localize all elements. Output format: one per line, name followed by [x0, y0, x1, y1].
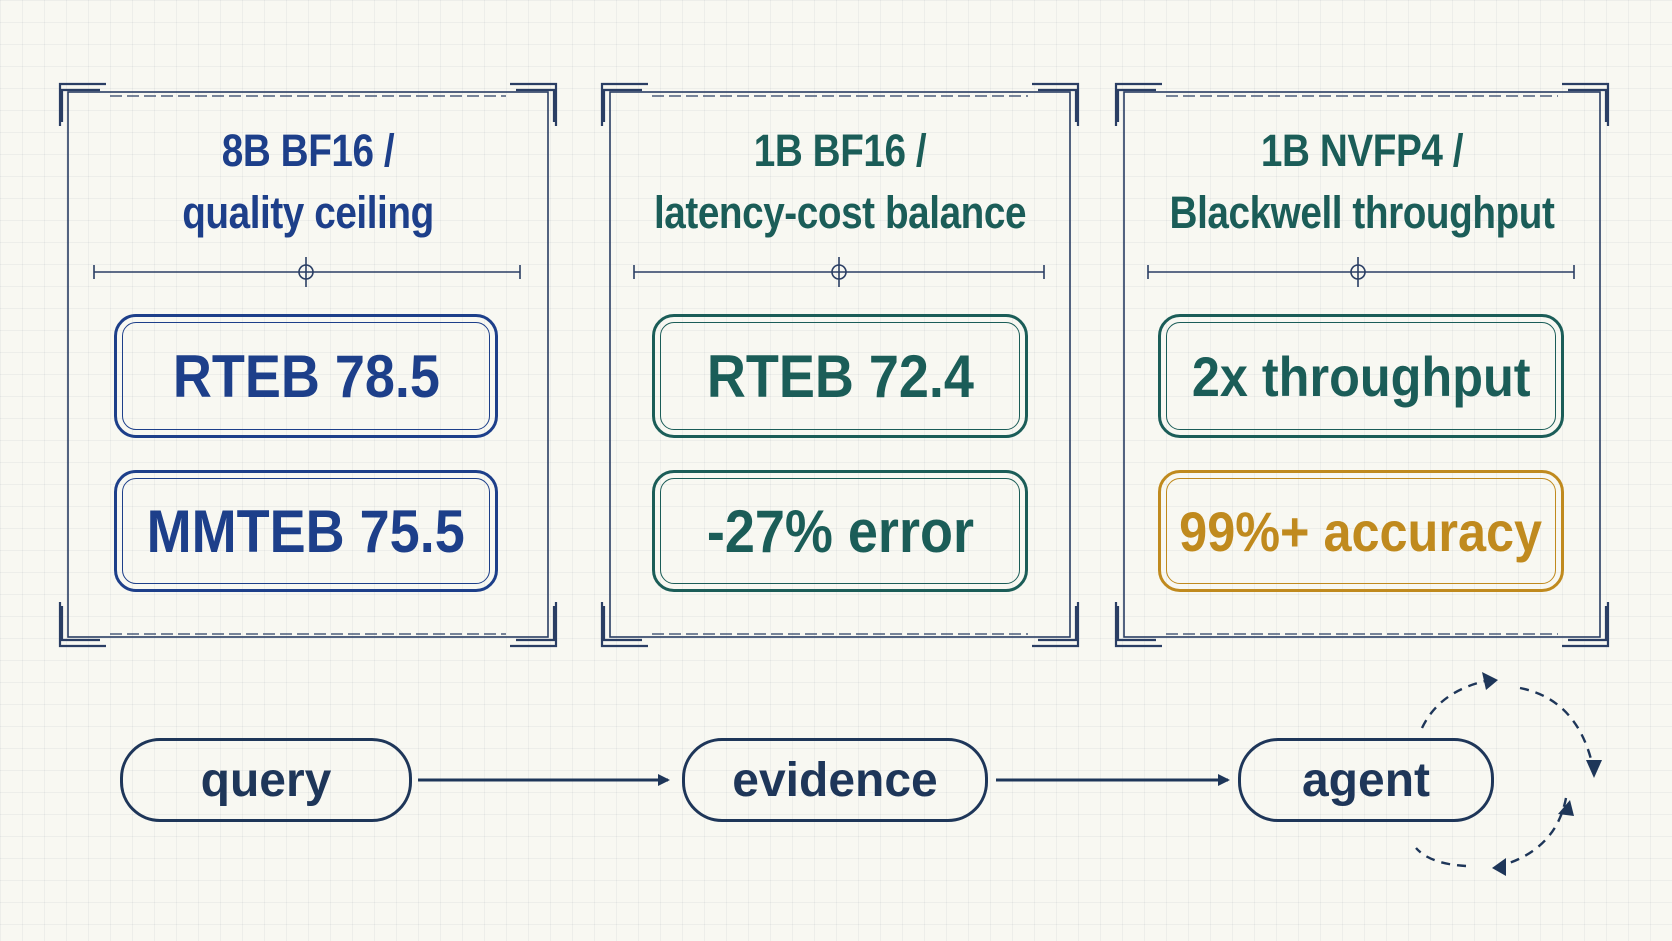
metric-box-error-1b: -27% error — [652, 470, 1028, 592]
cycle-arrowheads — [1482, 672, 1602, 876]
divider-crosshair-2 — [633, 257, 1045, 287]
metric-value: MMTEB 75.5 — [146, 497, 466, 565]
card-3-title-line1: 1B NVFP4 / — [1260, 125, 1464, 176]
card-1-title-line2: quality ceiling — [182, 187, 434, 238]
metric-value: RTEB 78.5 — [172, 342, 440, 410]
card-2-title: 1B BF16 / latency-cost balance — [642, 120, 1038, 244]
flow-node-label: query — [200, 753, 332, 807]
cycle-arrows-icon — [1415, 678, 1596, 868]
metric-box-rteb-1b: RTEB 72.4 — [652, 314, 1028, 438]
card-frame-3 — [1114, 82, 1610, 648]
flow-node-label: agent — [1301, 753, 1430, 807]
card-frame-1 — [58, 82, 558, 648]
card-frame-2 — [600, 82, 1080, 648]
card-3-title-line2: Blackwell throughput — [1169, 187, 1555, 238]
card-1-title-line1: 8B BF16 / — [221, 125, 395, 176]
metric-box-throughput-nvfp4: 2x throughput — [1158, 314, 1564, 438]
metric-value: 99%+ accuracy — [1179, 499, 1543, 563]
card-2-title-line2: latency-cost balance — [653, 187, 1027, 238]
card-1-title: 8B BF16 / quality ceiling — [110, 120, 506, 244]
metric-value: RTEB 72.4 — [706, 342, 974, 410]
divider-crosshair-1 — [93, 257, 521, 287]
divider-crosshair-3 — [1147, 257, 1575, 287]
metric-value: 2x throughput — [1191, 344, 1531, 408]
metric-box-accuracy-nvfp4: 99%+ accuracy — [1158, 470, 1564, 592]
flow-node-label: evidence — [732, 753, 938, 807]
card-2-title-line1: 1B BF16 / — [753, 125, 927, 176]
metric-value: -27% error — [706, 497, 974, 565]
metric-box-mmteb-8b: MMTEB 75.5 — [114, 470, 498, 592]
flow-node-agent: agent — [1238, 738, 1494, 822]
flow-node-evidence: evidence — [682, 738, 988, 822]
metric-box-rteb-8b: RTEB 78.5 — [114, 314, 498, 438]
card-3-title: 1B NVFP4 / Blackwell throughput — [1164, 120, 1560, 244]
flow-node-query: query — [120, 738, 412, 822]
